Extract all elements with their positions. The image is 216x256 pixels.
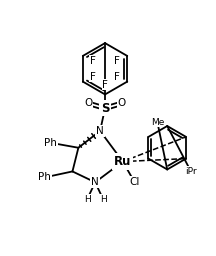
Text: Me: Me	[151, 118, 164, 126]
Text: H: H	[100, 195, 106, 204]
Text: F: F	[114, 72, 120, 82]
Text: Cl: Cl	[129, 177, 140, 187]
Text: Ru: Ru	[114, 155, 132, 168]
Text: H: H	[84, 195, 91, 204]
Text: Ph: Ph	[38, 172, 51, 182]
Text: O: O	[118, 98, 126, 108]
Text: iPr: iPr	[185, 167, 197, 176]
Text: Ph: Ph	[44, 138, 57, 148]
Text: F: F	[102, 80, 108, 90]
Text: S: S	[101, 102, 109, 115]
Text: F: F	[90, 72, 96, 82]
Text: F: F	[90, 56, 96, 66]
Text: F: F	[114, 56, 120, 66]
Text: N: N	[96, 126, 104, 136]
Text: O: O	[84, 98, 92, 108]
Text: N: N	[91, 177, 99, 187]
